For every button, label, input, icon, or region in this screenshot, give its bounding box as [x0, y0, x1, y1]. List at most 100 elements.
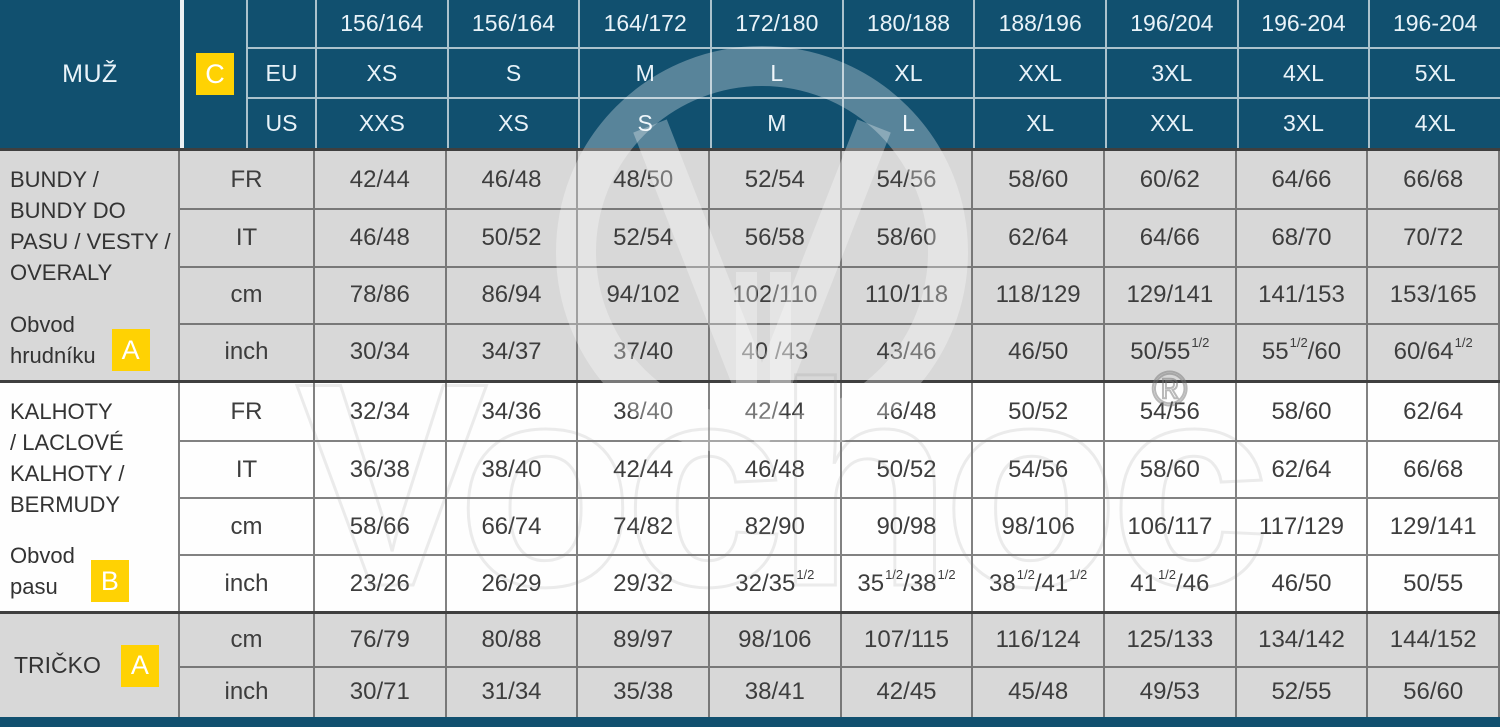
- header-blank-cell: [246, 0, 315, 49]
- size-value-cell: 82/90: [710, 497, 842, 554]
- size-value-cell: 54/56: [1105, 383, 1237, 440]
- table-header: MUŽ C EU US 156/164 156/164 164/172 172/180…: [0, 0, 1500, 148]
- size-value-cell: 56/60: [1368, 665, 1500, 717]
- unit-label-cell: inch: [180, 665, 315, 717]
- header-eu-size-cell: S: [446, 49, 579, 99]
- unit-label-cell: cm: [180, 497, 315, 554]
- size-value-cell: 117/129: [1236, 497, 1369, 554]
- size-value-cell: 34/37: [446, 322, 579, 380]
- size-value-cell: 29/32: [578, 554, 710, 611]
- size-value-cell: 89/97: [578, 614, 710, 666]
- measure-badge: A: [120, 644, 159, 687]
- size-value-cell: 46/48: [842, 383, 974, 440]
- header-us-size-cell: S: [578, 99, 710, 148]
- unit-label-cell: IT: [180, 440, 315, 497]
- size-value-cell: 30/34: [315, 322, 447, 380]
- header-height-cell: 196-204: [1368, 0, 1500, 49]
- size-value-cell: 74/82: [578, 497, 710, 554]
- size-value-cell: 98/106: [973, 497, 1105, 554]
- size-value-cell: 32/35 1/2: [710, 554, 842, 611]
- size-value-cell: 110/118: [841, 265, 974, 323]
- size-value-cell: 42/45: [841, 665, 974, 717]
- size-value-cell: 50/52: [973, 383, 1105, 440]
- size-value-cell: 41 1/2/46: [1105, 554, 1237, 611]
- size-value-cell: 31/34: [446, 665, 579, 717]
- size-value-cell: 35/38: [578, 665, 710, 717]
- size-value-cell: 45/48: [973, 665, 1105, 717]
- size-value-cell: 48/50: [578, 151, 710, 209]
- group-category-label: BUNDY / BUNDY DO PASU / VESTY / OVERALY: [10, 167, 171, 285]
- group-category-label: TRIČKO: [14, 652, 101, 678]
- size-value-cell: 38/41: [710, 665, 842, 717]
- bottom-bar: [0, 717, 1500, 727]
- size-value-cell: 129/141: [1105, 265, 1237, 323]
- size-value-cell: 62/64: [1236, 440, 1369, 497]
- size-value-cell: 116/124: [973, 614, 1105, 666]
- header-us-size-cell: 4XL: [1368, 99, 1500, 148]
- size-value-cell: 42/44: [578, 440, 710, 497]
- size-value-cell: 35 1/2/38 1/2: [841, 554, 974, 611]
- c-badge-cell: C: [180, 0, 246, 148]
- size-value-cell: 66/74: [446, 497, 579, 554]
- header-us-size-cell: XL: [973, 99, 1105, 148]
- header-eu-size-cell: 4XL: [1236, 49, 1369, 99]
- unit-label-cell: cm: [180, 265, 315, 323]
- header-us-size-cell: L: [841, 99, 974, 148]
- size-value-cell: 38/40: [446, 440, 579, 497]
- size-value-cell: 43/46: [841, 322, 974, 380]
- unit-label-cell: inch: [180, 554, 315, 611]
- header-eu-size-cell: XXL: [973, 49, 1105, 99]
- header-eu-size-cell: M: [578, 49, 710, 99]
- size-value-cell: 78/86: [315, 265, 447, 323]
- header-us-size-cell: XXL: [1105, 99, 1237, 148]
- size-value-cell: 118/129: [973, 265, 1105, 323]
- header-us-size-cell: XXS: [315, 99, 447, 148]
- size-value-cell: 37/40: [578, 322, 710, 380]
- eu-row-label: EU: [246, 49, 315, 99]
- size-value-cell: 55 1/2/60: [1236, 322, 1369, 380]
- header-us-size-cell: 3XL: [1236, 99, 1369, 148]
- group-category-label: KALHOTY / LACLOVÉ KALHOTY / BERMUDY: [10, 399, 125, 517]
- size-value-cell: 144/152: [1368, 614, 1500, 666]
- size-value-cell: 42/44: [710, 383, 842, 440]
- header-height-cell: 172/180: [710, 0, 842, 49]
- size-value-cell: 60/64 1/2: [1368, 322, 1500, 380]
- unit-label-cell: inch: [180, 322, 315, 380]
- size-value-cell: 68/70: [1236, 208, 1369, 266]
- size-value-cell: 106/117: [1105, 497, 1237, 554]
- unit-label-cell: FR: [180, 383, 315, 440]
- size-value-cell: 66/68: [1368, 440, 1500, 497]
- header-us-size-cell: M: [710, 99, 842, 148]
- size-value-cell: 62/64: [973, 208, 1105, 266]
- size-value-cell: 36/38: [315, 440, 447, 497]
- size-value-cell: 26/29: [446, 554, 579, 611]
- header-height-cell: 156/164: [315, 0, 447, 49]
- size-value-cell: 52/54: [578, 208, 710, 266]
- size-value-cell: 66/68: [1368, 151, 1500, 209]
- unit-label-cell: cm: [180, 614, 315, 666]
- size-value-cell: 38 1/2/41 1/2: [973, 554, 1105, 611]
- header-height-cell: 164/172: [578, 0, 710, 49]
- size-value-cell: 98/106: [710, 614, 842, 666]
- group-measure: Obvod pasu B: [10, 540, 172, 602]
- size-value-cell: 54/56: [842, 151, 974, 209]
- size-value-cell: 141/153: [1236, 265, 1369, 323]
- size-value-cell: 94/102: [578, 265, 710, 323]
- group-label-cell: KALHOTY / LACLOVÉ KALHOTY / BERMUDY Obvod pas…: [0, 383, 180, 611]
- header-height-cell: 196-204: [1236, 0, 1369, 49]
- header-eu-size-cell: XL: [841, 49, 974, 99]
- size-value-cell: 134/142: [1237, 614, 1369, 666]
- size-value-cell: 58/60: [1105, 440, 1237, 497]
- size-value-cell: 34/36: [447, 383, 579, 440]
- measure-label: Obvod pasu: [10, 543, 75, 599]
- size-value-cell: 40 /43: [710, 322, 842, 380]
- size-value-cell: 102/110: [710, 265, 842, 323]
- size-value-cell: 60/62: [1105, 151, 1237, 209]
- size-value-cell: 64/66: [1237, 151, 1369, 209]
- header-height-cell: 156/164: [446, 0, 579, 49]
- size-value-cell: 62/64: [1368, 383, 1500, 440]
- group-kalhoty-bermudy: KALHOTY / LACLOVÉ KALHOTY / BERMUDY Obvod pas…: [0, 380, 1500, 611]
- size-value-cell: 58/60: [973, 151, 1105, 209]
